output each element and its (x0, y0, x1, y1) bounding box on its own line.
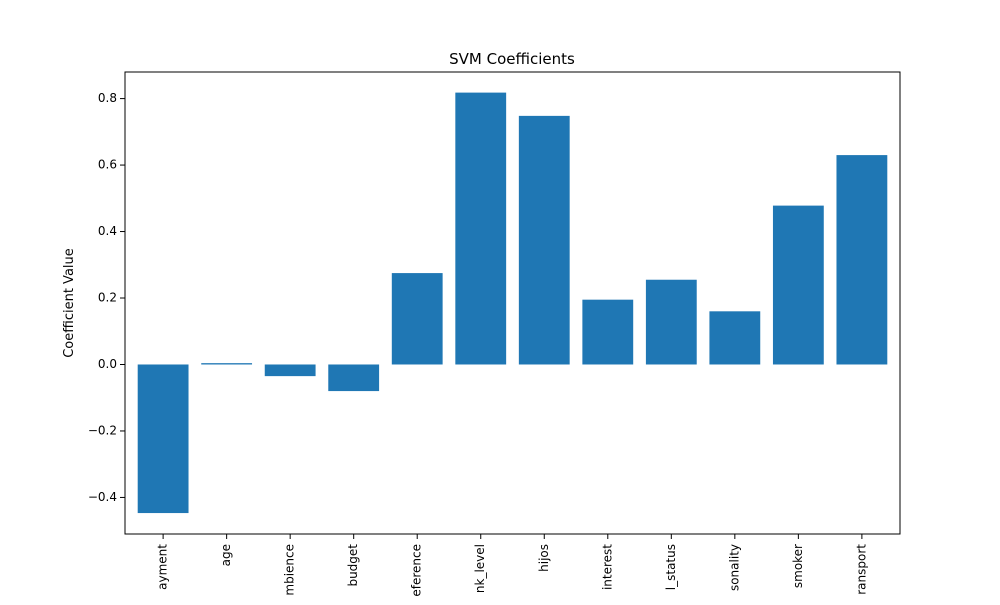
bar-ayment (137, 364, 189, 514)
bar-ransport (836, 155, 888, 365)
x-tick-label: hijos (537, 544, 551, 572)
y-axis-label: Coefficient Value (62, 248, 77, 358)
x-tick-label: ransport (854, 544, 868, 595)
x-tick-label: eference (410, 544, 424, 597)
bar-smoker (772, 205, 824, 365)
bar-interest (582, 299, 634, 365)
bar-nk_level (455, 92, 507, 365)
y-tick-label: 0.4 (98, 224, 117, 238)
bar-budget (328, 364, 380, 392)
chart-title: SVM Coefficients (449, 50, 575, 68)
y-tick-label: 0.8 (98, 91, 117, 105)
bar-hijos (518, 115, 570, 365)
x-tick-label: l_status (664, 544, 678, 590)
bar-sonality (709, 311, 761, 365)
y-tick-label: 0.0 (98, 357, 117, 371)
x-tick-label: sonality (727, 544, 741, 591)
x-tick-label: smoker (791, 544, 805, 588)
y-tick-label: −0.2 (88, 423, 117, 437)
plot-frame (124, 71, 901, 535)
x-tick-label: ayment (156, 544, 170, 590)
bar-eference (391, 273, 443, 365)
x-tick-label: budget (346, 544, 360, 587)
x-tick-label: mbience (283, 544, 297, 596)
y-tick-label: 0.6 (98, 158, 117, 172)
y-tick-label: 0.2 (98, 291, 117, 305)
plot-area: −0.4 −0.2 0.0 0.2 0.4 0.6 0.8 ayment age mbience b… (88, 91, 888, 597)
x-tick-label: nk_level (473, 544, 487, 593)
bar-age (201, 363, 253, 365)
x-tick-label: interest (600, 544, 614, 590)
x-tick-label: age (219, 544, 233, 566)
bar-l_status (645, 279, 697, 365)
y-tick-label: −0.4 (88, 490, 117, 504)
bar-mbience (264, 364, 316, 377)
